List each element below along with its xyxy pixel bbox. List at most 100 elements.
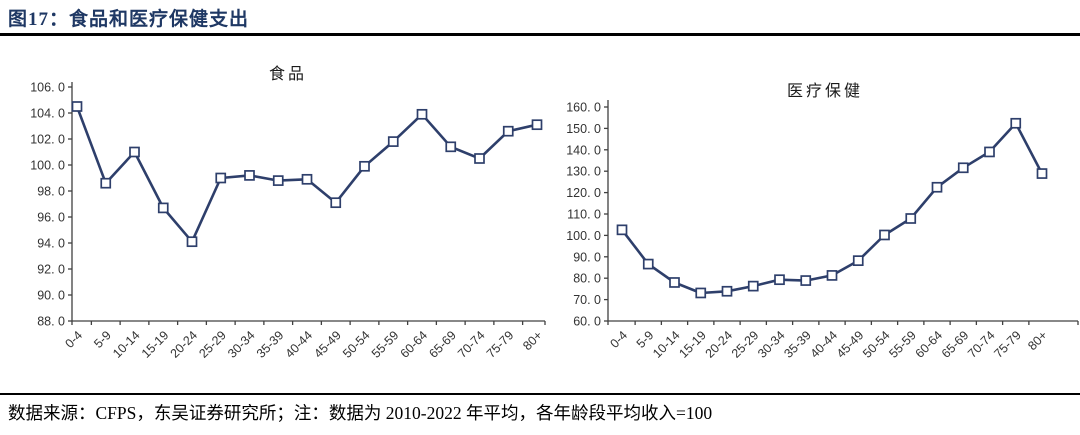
x-axis-tick-label: 15-19 — [139, 328, 172, 361]
data-point-marker — [474, 153, 485, 164]
x-axis-tick-label: 10-14 — [650, 328, 683, 361]
x-axis-tick-label: 30-34 — [225, 328, 258, 361]
data-point-marker — [852, 255, 864, 267]
y-axis-tick-label: 98. 0 — [37, 185, 65, 199]
x-axis-tick-label: 60-64 — [913, 328, 946, 361]
data-point-marker — [71, 101, 83, 112]
x-axis-tick-label: 35-39 — [781, 328, 814, 361]
data-point-marker — [695, 287, 707, 299]
y-axis-tick-label: 90. 0 — [37, 289, 65, 303]
x-axis-tick-label: 45-49 — [834, 328, 867, 361]
y-axis-tick-label: 60. 0 — [573, 315, 601, 329]
x-axis-tick-label: 40-44 — [283, 328, 316, 361]
y-axis-tick-label: 70. 0 — [573, 293, 601, 307]
data-point-marker — [100, 177, 112, 189]
data-point-marker — [1010, 117, 1022, 129]
x-axis-tick-label: 70-74 — [455, 328, 488, 361]
x-axis-tick-label: 70-74 — [965, 328, 998, 361]
data-point-marker — [416, 108, 428, 120]
y-axis-tick-label: 80. 0 — [573, 272, 601, 286]
data-point-marker — [244, 170, 255, 181]
y-axis-tick-label: 96. 0 — [37, 211, 65, 225]
x-axis-tick-label: 40-44 — [808, 328, 841, 361]
y-axis-tick-label: 92. 0 — [37, 263, 65, 277]
x-axis-tick-label: 30-34 — [755, 328, 788, 361]
data-point-marker — [721, 285, 733, 297]
x-axis-tick-label: 0-4 — [62, 328, 85, 351]
data-point-marker — [272, 175, 284, 186]
x-axis-tick-label: 50-54 — [340, 328, 373, 361]
data-point-marker — [774, 274, 785, 286]
y-axis-tick-label: 130. 0 — [566, 165, 601, 179]
data-point-marker — [957, 162, 969, 174]
x-axis-tick-label: 80+ — [520, 328, 545, 353]
y-axis-tick-label: 110. 0 — [567, 208, 601, 222]
charts-row: 食品 106. 0 104. 0 102. 0 100. 0 98. 0 96. 0 94. … — [0, 55, 1080, 390]
x-axis-tick-label: 20-24 — [703, 328, 736, 361]
x-axis-tick-label: 65-69 — [426, 328, 459, 361]
data-point-marker — [330, 197, 342, 209]
y-axis-tick-label: 104. 0 — [30, 107, 65, 121]
data-point-marker — [359, 160, 370, 172]
y-axis-tick-label: 106. 0 — [30, 81, 65, 95]
food-line-chart: 食品 106. 0 104. 0 102. 0 100. 0 98. 0 96. 0 94. … — [30, 64, 546, 361]
data-series-line — [620, 122, 1044, 295]
data-point-marker — [669, 277, 680, 288]
data-point-marker — [157, 202, 169, 214]
data-point-marker — [905, 213, 917, 224]
x-axis-tick-label: 55-59 — [886, 328, 919, 361]
x-axis-tick-label: 5-9 — [91, 328, 114, 351]
x-axis-tick-label: 75-79 — [484, 328, 517, 361]
chart-title: 食品 — [269, 64, 307, 83]
healthcare-line-chart: 医疗保健 160. 0 150. 0 140. 0 130. 0 120. 0 110. 0… — [566, 81, 1079, 361]
data-point-marker — [387, 136, 399, 147]
y-axis-tick-label: 150. 0 — [566, 122, 601, 136]
axis-lines — [71, 82, 545, 322]
bottom-divider — [0, 393, 1080, 395]
data-point-marker — [984, 146, 995, 158]
x-axis-tick-label: 10-14 — [110, 328, 143, 361]
data-point-marker — [531, 119, 543, 131]
data-point-marker — [186, 236, 198, 248]
y-axis-tick-label: 100. 0 — [30, 159, 65, 173]
y-axis-tick-label: 102. 0 — [30, 133, 65, 147]
y-axis-tick-label: 120. 0 — [566, 186, 601, 200]
data-point-marker — [931, 181, 943, 193]
data-point-marker — [747, 280, 759, 292]
top-divider — [0, 33, 1080, 36]
x-axis-tick-label: 65-69 — [939, 328, 972, 361]
x-axis-tick-label: 55-59 — [369, 328, 402, 361]
data-point-marker — [129, 146, 140, 158]
data-point-marker — [215, 172, 227, 184]
x-axis-tick-label: 45-49 — [311, 328, 344, 361]
y-axis-tick-label: 88. 0 — [37, 315, 65, 329]
x-axis-tick-label: 25-29 — [729, 328, 762, 361]
y-axis-tick-label: 160. 0 — [566, 101, 601, 115]
x-axis-tick-label: 60-64 — [398, 328, 431, 361]
data-point-marker — [616, 224, 628, 236]
x-axis-tick-label: 25-29 — [196, 328, 229, 361]
x-axis-tick-label: 50-54 — [860, 328, 893, 361]
figure-title: 图17：食品和医疗保健支出 — [8, 9, 250, 30]
chart-title: 医疗保健 — [787, 81, 863, 100]
x-axis-tick-label: 15-19 — [676, 328, 709, 361]
data-point-marker — [879, 229, 890, 241]
y-axis-tick-label: 100. 0 — [566, 229, 601, 243]
x-axis-tick-label: 35-39 — [254, 328, 287, 361]
data-point-marker — [800, 275, 812, 286]
data-point-marker — [301, 173, 313, 185]
x-axis-tick-label: 75-79 — [991, 328, 1024, 361]
y-axis-tick-label: 90. 0 — [573, 250, 601, 264]
source-note: 数据来源：CFPS，东吴证券研究所；注：数据为 2010-2022 年平均，各年… — [8, 403, 713, 423]
data-point-marker — [826, 270, 838, 281]
data-point-marker — [642, 258, 654, 270]
y-axis-tick-label: 94. 0 — [37, 237, 65, 251]
x-axis-tick-label: 20-24 — [168, 328, 201, 361]
data-point-marker — [502, 125, 514, 137]
data-point-marker — [445, 141, 457, 153]
x-axis-tick-label: 80+ — [1025, 328, 1050, 353]
x-axis-tick-label: 0-4 — [607, 328, 630, 351]
y-axis-tick-label: 140. 0 — [566, 143, 601, 157]
data-point-marker — [1036, 168, 1048, 179]
